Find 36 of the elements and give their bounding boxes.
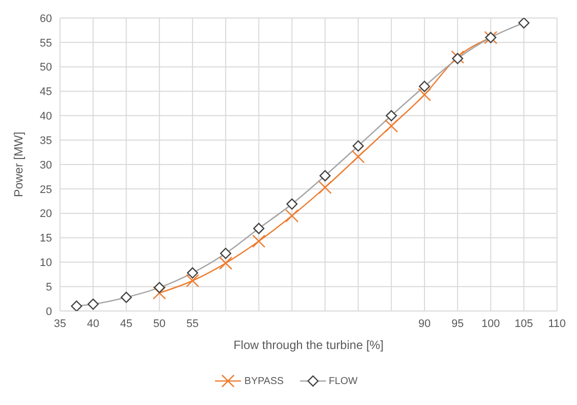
y-tick-label: 45 (40, 86, 52, 98)
x-tick-label: 95 (451, 318, 464, 330)
y-tick-label: 35 (40, 134, 52, 147)
y-tick-label: 25 (40, 184, 52, 196)
point (384, 119, 398, 133)
y-tick-label: 60 (40, 12, 52, 25)
x-tick-label: 55 (186, 318, 199, 330)
y-axis-title: Power [MW] (11, 132, 26, 198)
point (285, 209, 299, 222)
point (219, 256, 232, 270)
point (418, 88, 432, 102)
point (252, 234, 266, 248)
point (152, 286, 166, 300)
x-tick-label: 105 (514, 318, 534, 330)
x-tick-label: 90 (418, 318, 431, 330)
y-tick-label: 15 (40, 232, 52, 245)
x-tick-label: 40 (87, 318, 100, 330)
point (186, 274, 200, 288)
y-tick-label: 20 (40, 208, 52, 220)
x-axis-title: Flow through the turbine [%] (233, 338, 384, 352)
y-tick-label: 10 (40, 257, 52, 270)
y-tick-label: 55 (40, 37, 52, 50)
x-tick-label: 45 (120, 318, 132, 330)
point (352, 150, 365, 164)
y-tick-label: 5 (46, 281, 52, 294)
y-tick-label: 50 (40, 62, 52, 74)
y-tick-label: 30 (40, 159, 52, 172)
legend-label: BYPASS (244, 376, 284, 386)
point (318, 180, 332, 194)
y-tick-label: 40 (40, 110, 52, 123)
x-tick-label: 35 (54, 318, 66, 330)
x-tick-label: 110 (548, 318, 566, 330)
x-tick-label: 100 (482, 318, 500, 330)
y-tick-label: 0 (46, 306, 52, 318)
x-tick-label: 50 (153, 318, 166, 330)
legend-label: FLOW (328, 376, 358, 386)
